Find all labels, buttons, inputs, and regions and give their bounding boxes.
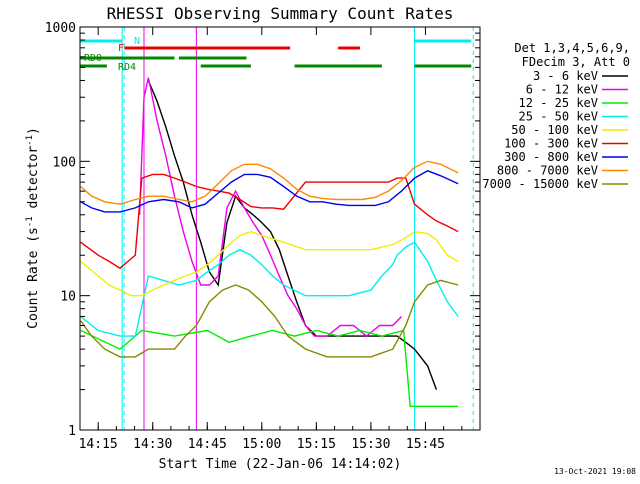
y-tick-label-1: 1 [68,424,76,439]
chart-title: RHESSI Observing Summary Count Rates [107,4,454,23]
legend-label-25-50-kev: 25 - 50 keV [519,110,598,124]
state-label-rd4: RD4 [118,62,136,73]
series-line-25-50-kev [80,241,459,337]
x-tick-label-15-30: 15:30 [351,437,390,452]
y-axis-label-mid: detector [26,146,41,217]
state-label-rd0: RD0 [84,53,102,64]
series-line-7000-15000-kev [80,279,459,358]
series-line-12-25-kev [80,329,459,407]
legend-label-12-25-kev: 12 - 25 keV [519,96,598,110]
legend-label-6-12-kev: 6 - 12 keV [526,83,598,97]
legend-label-50-100-kev: 50 - 100 keV [511,123,598,137]
x-tick-label-14-15: 14:15 [79,437,118,452]
series-line-800-7000-kev [80,160,459,205]
y-tick-label-1000: 1000 [45,21,76,36]
x-axis-label: Start Time (22-Jan-06 14:14:02) [159,457,402,472]
legend-label-100-300-kev: 100 - 300 keV [504,137,598,151]
y-axis-label: Count Rate (s-1 detector-1) [25,127,41,329]
y-axis-label-main: Count Rate (s [26,227,41,329]
x-tick-label-14-45: 14:45 [188,437,227,452]
legend-header-line-2: FDecim 3, Att 0 [522,55,630,69]
plot-area: NF RD0 RD4 [80,27,474,430]
series-line-300-800-kev [80,170,459,213]
timestamp-label: 13-Oct-2021 19:08 [554,467,636,476]
legend-label-3-6-kev: 3 - 6 keV [533,69,598,83]
series-line-3-6-kev [147,80,438,390]
x-tick-label-15-00: 15:00 [242,437,281,452]
y-axis-label-end: ) [26,127,41,135]
axis-ticks: 14:15 14:30 14:45 15:00 15:15 15:30 15:45 1 10 10… [45,21,480,452]
series-line-6-12-kev [138,77,403,338]
y-tick-label-10: 10 [60,290,76,305]
x-tick-label-15-45: 15:45 [406,437,445,452]
legend-header-line-1: Det 1,3,4,5,6,9, [514,41,630,55]
y-axis-label-sup2: -1 [25,135,35,146]
x-tick-label-15-15: 15:15 [297,437,336,452]
x-tick-label-14-30: 14:30 [133,437,172,452]
legend: Det 1,3,4,5,6,9, FDecim 3, Att 0 3 - 6 k… [482,41,630,191]
state-label-f: F [118,43,124,54]
legend-label-300-800-kev: 300 - 800 keV [504,150,598,164]
y-tick-label-100: 100 [53,155,76,170]
legend-label-7000-15000-kev: 7000 - 15000 keV [482,177,598,191]
series-line-100-300-kev [80,173,459,270]
state-label-n: N [134,36,140,47]
legend-label-800-7000-kev: 800 - 7000 keV [497,164,598,178]
series-line-50-100-kev [80,230,459,297]
y-axis-label-sup1: -1 [25,216,35,227]
